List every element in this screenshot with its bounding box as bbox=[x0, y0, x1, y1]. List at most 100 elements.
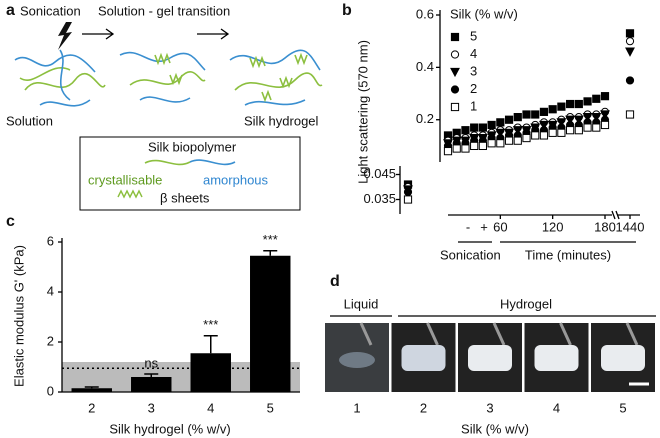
y-tick-label: 0.2 bbox=[416, 111, 434, 126]
spatula bbox=[359, 322, 373, 346]
data-point bbox=[592, 123, 601, 132]
lightning-icon bbox=[58, 22, 72, 50]
data-point bbox=[531, 131, 540, 140]
arrow bbox=[82, 28, 115, 40]
hydrogel-chains bbox=[229, 49, 323, 106]
sample-label: 5 bbox=[619, 400, 626, 415]
x-tick-label: - bbox=[466, 219, 470, 234]
spatula bbox=[559, 322, 572, 346]
gel-block bbox=[401, 345, 446, 371]
data-point bbox=[504, 115, 514, 124]
step-label: Solution - gel transition bbox=[98, 3, 230, 18]
data-point bbox=[625, 37, 635, 46]
sample-label: 4 bbox=[553, 400, 560, 415]
data-point bbox=[565, 115, 576, 125]
spatula bbox=[625, 322, 639, 346]
panel-b: b Light scattering (570 nm) Silk (% w/v)… bbox=[342, 2, 644, 262]
group-label: Hydrogel bbox=[500, 296, 552, 311]
error-bar bbox=[263, 250, 278, 256]
data-point bbox=[583, 97, 592, 106]
legend-label: amorphous bbox=[203, 172, 269, 187]
x-axis-label: Silk hydrogel (% w/v) bbox=[109, 421, 230, 436]
x-group-label: Sonication bbox=[440, 247, 501, 262]
data-point bbox=[461, 144, 470, 153]
data-point bbox=[461, 126, 470, 135]
arrow bbox=[197, 28, 230, 40]
data-point bbox=[600, 120, 610, 130]
gel-block bbox=[601, 345, 645, 371]
data-point bbox=[403, 187, 413, 197]
data-point bbox=[600, 92, 610, 101]
bar bbox=[190, 353, 231, 392]
legend-beta bbox=[117, 189, 143, 199]
data-point bbox=[531, 110, 540, 119]
spatula bbox=[492, 322, 506, 346]
bar bbox=[71, 388, 112, 392]
spatula bbox=[426, 322, 439, 346]
data-point bbox=[591, 113, 602, 123]
transition-chains bbox=[119, 51, 206, 103]
step-label: Sonication bbox=[20, 3, 81, 18]
sample-label: 1 bbox=[353, 400, 360, 415]
data-point bbox=[625, 110, 635, 119]
significance-label: ns bbox=[144, 355, 158, 370]
legend-box bbox=[79, 136, 301, 211]
data-point bbox=[470, 141, 479, 151]
x-tick-label: 60 bbox=[493, 219, 507, 234]
y-tick-label: 0.035 bbox=[363, 191, 396, 206]
x-tick-label: + bbox=[480, 219, 488, 234]
x-tick-label: 1440 bbox=[616, 219, 645, 234]
y-tick-label: 0.6 bbox=[416, 6, 434, 21]
sample-label: 3 bbox=[486, 400, 493, 415]
legend-marker bbox=[450, 67, 460, 78]
data-point bbox=[403, 195, 413, 204]
y-tick-label: 6 bbox=[47, 233, 54, 248]
state-label: Silk hydrogel bbox=[244, 113, 319, 128]
data-point bbox=[512, 126, 523, 136]
gel-block bbox=[468, 345, 512, 371]
x-tick-label: 2 bbox=[88, 400, 95, 415]
panel-d: d Liquid Hydrogel Silk (% w/v) 1 2 3 4 5 bbox=[325, 273, 656, 436]
panel-c: c Elastic modulus G' (kPa) Silk hydrogel… bbox=[6, 213, 300, 436]
solution-chains bbox=[14, 49, 106, 107]
x-tick-label: 180 bbox=[594, 219, 616, 234]
data-point bbox=[496, 118, 505, 127]
legend-marker bbox=[450, 102, 460, 112]
data-point bbox=[487, 120, 496, 130]
data-point bbox=[504, 136, 514, 145]
y-tick-label: 4 bbox=[47, 283, 54, 298]
legend-label: 4 bbox=[470, 46, 477, 61]
legend-label: β sheets bbox=[160, 190, 210, 205]
significance-label: *** bbox=[203, 317, 218, 332]
data-point bbox=[487, 139, 496, 148]
data-point bbox=[574, 126, 583, 135]
legend-chain bbox=[189, 159, 236, 166]
legend-label: 3 bbox=[470, 63, 477, 78]
data-point bbox=[513, 136, 522, 145]
data-point bbox=[625, 47, 635, 57]
data-point bbox=[548, 128, 557, 137]
y-axis-label: Light scattering (570 nm) bbox=[355, 40, 370, 184]
x-tick-label: 120 bbox=[542, 219, 564, 234]
legend-label: 5 bbox=[470, 28, 477, 43]
legend-label: 2 bbox=[470, 81, 477, 96]
data-point bbox=[583, 123, 592, 132]
sample-label: 2 bbox=[420, 400, 427, 415]
data-point bbox=[495, 128, 506, 138]
state-label: Solution bbox=[6, 113, 53, 128]
panel-label: c bbox=[6, 213, 15, 230]
data-point bbox=[625, 29, 635, 38]
legend-marker bbox=[450, 50, 460, 59]
data-point bbox=[496, 139, 505, 148]
data-point bbox=[539, 107, 549, 116]
data-point bbox=[452, 144, 461, 153]
y-tick-label: 0.4 bbox=[416, 59, 434, 74]
data-point bbox=[470, 123, 479, 132]
x-group-label: Time (minutes) bbox=[525, 247, 611, 262]
x-tick-label: 5 bbox=[267, 400, 274, 415]
error-bar bbox=[144, 373, 159, 377]
data-point bbox=[557, 128, 566, 137]
panel-label: a bbox=[6, 2, 15, 19]
data-point bbox=[539, 120, 549, 131]
panel-label: d bbox=[330, 273, 340, 290]
